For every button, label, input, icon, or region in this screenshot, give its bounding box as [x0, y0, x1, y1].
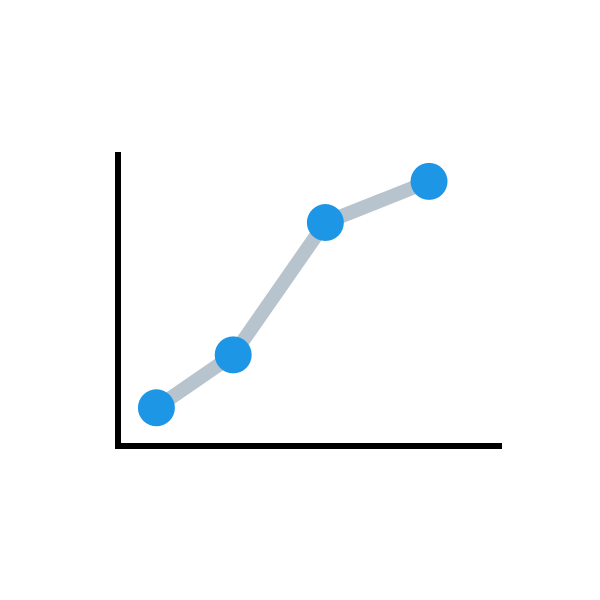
data-point-1	[137, 389, 175, 427]
series	[137, 162, 448, 427]
axes	[115, 152, 502, 449]
series-line	[152, 174, 432, 414]
data-point-3	[306, 204, 344, 242]
data-point-2	[214, 336, 252, 374]
data-point-4	[410, 162, 448, 200]
